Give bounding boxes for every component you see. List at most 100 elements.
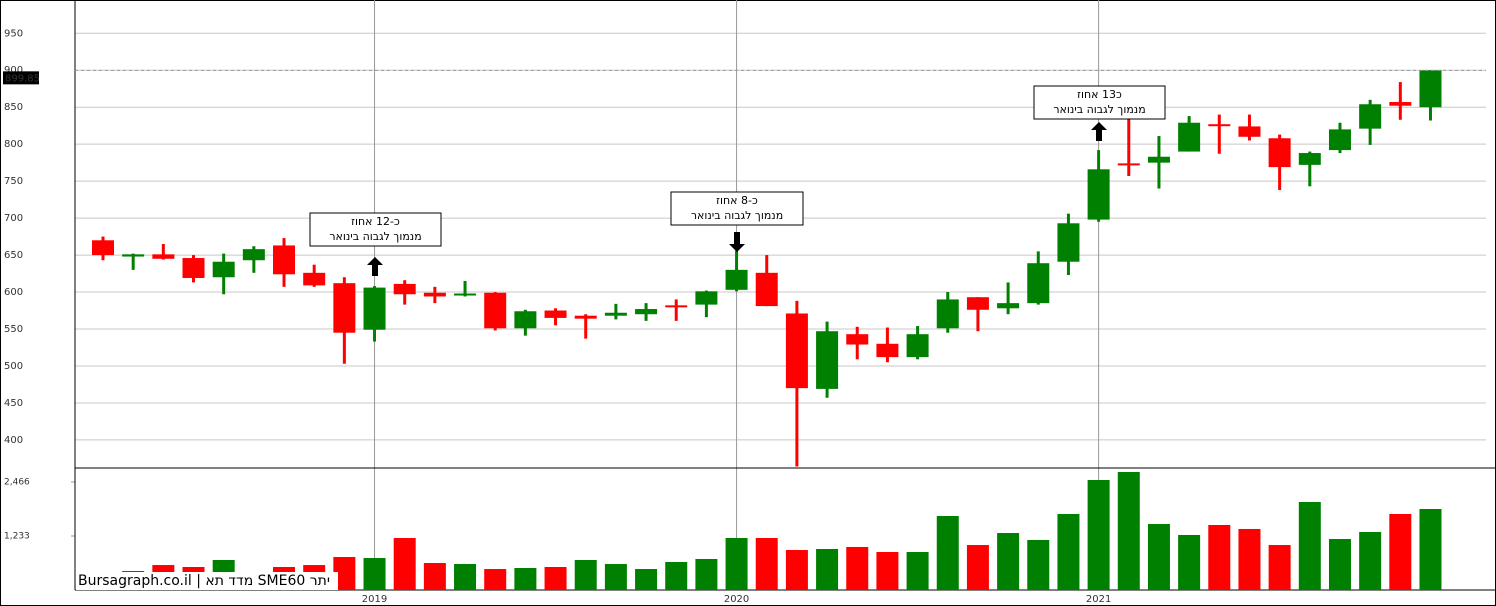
y-tick-label: 850 (4, 102, 23, 113)
candle-body (242, 249, 265, 261)
annotation-text: מנמוך לגבוה בינואר (691, 209, 783, 222)
annotation-text: כ-12 אחוז (351, 215, 400, 228)
annotation-arrow (372, 265, 378, 276)
annotation-arrow (367, 257, 383, 265)
volume-bar (1147, 523, 1170, 590)
volume-bar (1087, 480, 1110, 590)
annotation-arrow (1091, 122, 1107, 130)
volume-bar (574, 559, 597, 590)
y-tick-label: 450 (4, 398, 23, 409)
volume-bar (635, 569, 658, 590)
annotation-box (309, 212, 442, 247)
y-tick-label: 750 (4, 176, 23, 187)
candle-body (333, 283, 356, 333)
candle-body (92, 240, 114, 256)
last-price-tag (3, 71, 39, 85)
candle-body (1178, 122, 1201, 152)
volume-bar (816, 548, 839, 590)
volume-bar (333, 557, 356, 590)
candle-body (695, 291, 718, 305)
volume-bar (936, 516, 959, 590)
volume-bar (695, 558, 718, 590)
y-tick-label: 800 (4, 139, 23, 150)
annotation-arrow (729, 244, 745, 252)
candle-body (393, 283, 416, 295)
candle-body (574, 315, 597, 319)
volume-bar (1359, 532, 1382, 590)
volume-bar (544, 567, 567, 590)
x-tick-label: 2021 (1086, 594, 1111, 605)
volume-bar (725, 538, 748, 590)
volume-bar (665, 562, 688, 590)
candle-body (665, 305, 688, 308)
annotation-text: מנמוך לגבוה בינואר (1053, 103, 1145, 116)
candle-body (273, 245, 296, 275)
volume-bar (785, 550, 808, 590)
candle-body (122, 254, 145, 257)
x-tick-label: 2020 (724, 594, 749, 605)
volume-bar (1238, 528, 1261, 590)
volume-bar (1057, 513, 1080, 590)
candle-body (182, 258, 205, 278)
candle-body (604, 312, 627, 316)
candle-body (152, 254, 175, 259)
annotation-box (1033, 85, 1166, 120)
y-tick-label: 500 (4, 361, 23, 372)
candle-body (303, 272, 326, 286)
last-price-label: 899.85 (5, 73, 40, 84)
candle-body (1328, 129, 1351, 151)
y-tick-label: 700 (4, 213, 23, 224)
candle-body (1359, 104, 1382, 129)
volume-bar (393, 538, 416, 590)
y-tick-label: 950 (4, 28, 23, 39)
y-tick-label: 2,466 (4, 477, 30, 487)
volume-bar (1328, 539, 1351, 590)
volume-bar (604, 563, 627, 590)
candle-body (846, 334, 869, 345)
candle-body (514, 311, 537, 329)
volume-bar (1178, 534, 1201, 590)
candle-body (1419, 70, 1442, 108)
candle-body (906, 334, 929, 358)
candle-body (725, 269, 748, 290)
candle-body (755, 272, 778, 307)
candle-body (1268, 138, 1291, 168)
candle-body (484, 292, 507, 329)
volume-bar (1268, 545, 1291, 590)
volume-bar (1117, 471, 1140, 590)
annotation-text: כ13 אחוז (1077, 88, 1122, 101)
candle-body (876, 343, 899, 358)
watermark: Bursagraph.co.il | מדד תא SME60 יתר (78, 573, 330, 589)
volume-bar (1208, 524, 1231, 590)
volume-bar (454, 563, 477, 590)
candle-body (635, 309, 658, 315)
annotation-arrow (1096, 130, 1102, 141)
candle-body (1117, 163, 1140, 166)
y-tick-label: 600 (4, 287, 23, 298)
candle-body (1057, 223, 1080, 262)
annotation-arrow (734, 232, 740, 244)
candle-body (785, 313, 808, 389)
volume-bar (514, 568, 537, 590)
volume-bar (906, 551, 929, 590)
candle-body (1027, 263, 1050, 304)
y-tick-label: 650 (4, 250, 23, 261)
candle-body (212, 261, 235, 278)
candle-body (1389, 102, 1412, 106)
annotation-text: כ-8 אחוז (716, 194, 758, 207)
watermark-bg (76, 572, 338, 590)
candle-body (544, 310, 567, 318)
volume-bar (1298, 501, 1321, 590)
y-tick-label: 900 (4, 65, 23, 76)
candle-body (1238, 126, 1261, 137)
volume-bar (755, 538, 778, 590)
y-tick-label: 550 (4, 324, 23, 335)
volume-bar (846, 546, 869, 590)
annotation-box (670, 191, 804, 226)
x-tick-label: 2019 (362, 594, 387, 605)
volume-bar (484, 569, 507, 590)
candle-body (816, 331, 839, 389)
y-tick-label: 1,233 (4, 531, 30, 541)
